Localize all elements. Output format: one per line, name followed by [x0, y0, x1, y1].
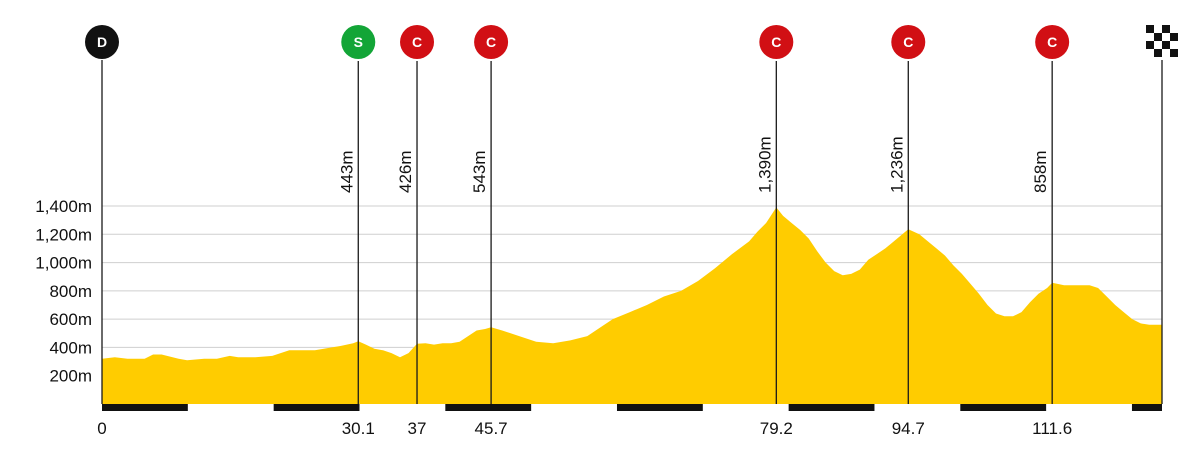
- sprint-badge-circle: [341, 25, 376, 59]
- x-tick-label: 79.2: [760, 419, 793, 438]
- flag-square: [1154, 33, 1162, 41]
- flag-square: [1170, 33, 1178, 41]
- climb-badge-circle: [1035, 25, 1070, 59]
- scale-segment: [960, 404, 1047, 411]
- sprint-badge-letter: S: [354, 34, 363, 50]
- distance-scale-bar: [102, 404, 1162, 411]
- x-tick-label: 45.7: [475, 419, 508, 438]
- flag-square: [1162, 41, 1170, 49]
- elevation-area-path: [102, 207, 1162, 404]
- flag-square: [1170, 49, 1178, 57]
- climb-badge-circle: [474, 25, 509, 59]
- climb-badge-letter: C: [903, 34, 913, 50]
- climb-badge-circle: [759, 25, 794, 59]
- scale-segment: [1131, 404, 1162, 411]
- climb-badge-circle: [891, 25, 926, 59]
- climb-badge-letter: C: [1047, 34, 1057, 50]
- start-badge-letter: D: [97, 34, 107, 50]
- checkered-flag-icon: [1146, 25, 1178, 57]
- climb-badge-circle: [400, 25, 435, 59]
- climb-badge-letter: C: [412, 34, 422, 50]
- elevation-area: [102, 207, 1162, 404]
- y-tick-label: 400m: [49, 338, 92, 357]
- y-tick-label: 1,000m: [35, 254, 92, 273]
- climb-badge-letter: C: [771, 34, 781, 50]
- start-badge-circle: [85, 25, 119, 59]
- climb-badge: C: [891, 25, 926, 59]
- climb-badge: C: [474, 25, 509, 59]
- x-tick-label: 37: [408, 419, 427, 438]
- y-axis-labels: 200m 400m 600m 800m 1,000m 1,200m 1,400m: [35, 197, 92, 386]
- altitude-label: 443m: [337, 150, 356, 193]
- start-badge: D: [85, 25, 119, 59]
- flag-square: [1146, 41, 1154, 49]
- scale-segment: [445, 404, 532, 411]
- altitude-label: 1,236m: [887, 136, 906, 193]
- x-tick-label: 94.7: [892, 419, 925, 438]
- climb-badge-letter: C: [486, 34, 496, 50]
- scale-segment: [788, 404, 875, 411]
- flag-square: [1146, 25, 1154, 33]
- y-tick-label: 1,200m: [35, 225, 92, 244]
- x-axis-labels: 0 30.1 37 45.7 79.2 94.7 111.6: [97, 419, 1072, 438]
- flag-square: [1162, 25, 1170, 33]
- scale-segment: [102, 404, 188, 411]
- climb-badge: C: [1035, 25, 1070, 59]
- x-tick-label: 0: [97, 419, 106, 438]
- altitude-label: 1,390m: [755, 136, 774, 193]
- scale-segment: [616, 404, 703, 411]
- sprint-badge: S: [341, 25, 376, 59]
- climb-badge: C: [759, 25, 794, 59]
- altitude-label: 426m: [396, 150, 415, 193]
- climb-badge: C: [400, 25, 435, 59]
- route-markers: D S 443m C 426m C 543m C 1,390m C 1,236m C 858m: [85, 25, 1178, 404]
- altitude-label: 858m: [1031, 150, 1050, 193]
- y-tick-label: 200m: [49, 367, 92, 386]
- x-tick-label: 30.1: [342, 419, 375, 438]
- y-tick-label: 600m: [49, 310, 92, 329]
- altitude-label: 543m: [470, 150, 489, 193]
- y-tick-label: 800m: [49, 282, 92, 301]
- scale-segment: [273, 404, 360, 411]
- x-tick-label: 111.6: [1032, 419, 1072, 438]
- y-tick-label: 1,400m: [35, 197, 92, 216]
- flag-square: [1154, 49, 1162, 57]
